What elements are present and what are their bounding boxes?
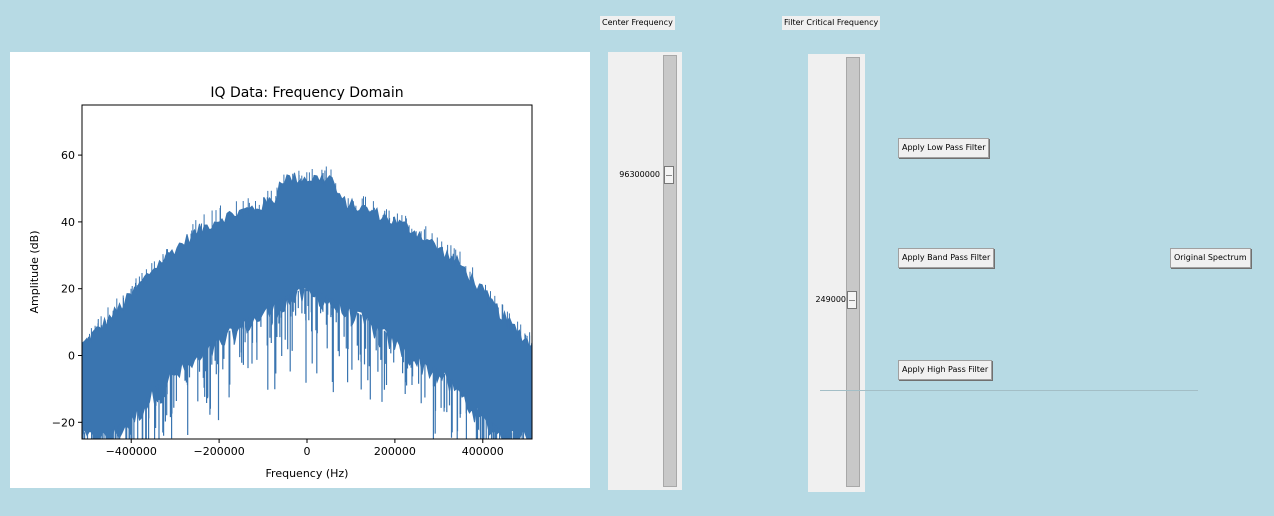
filter-critical-frequency-slider[interactable]: 249000 — [808, 54, 865, 492]
filter-critical-frequency-value: 249000 — [815, 294, 846, 304]
center-frequency-slider[interactable]: 96300000 — [608, 52, 682, 490]
y-tick-label: 40 — [61, 216, 75, 229]
y-axis-label: Amplitude (dB) — [28, 231, 41, 314]
center-frequency-slider-thumb[interactable] — [664, 166, 674, 185]
x-tick-label: −200000 — [194, 445, 245, 458]
apply-low-pass-filter-button[interactable]: Apply Low Pass Filter — [898, 138, 990, 158]
spectrum-series-peaks — [88, 166, 533, 352]
apply-high-pass-filter-button[interactable]: Apply High Pass Filter — [898, 360, 993, 380]
apply-band-pass-filter-button[interactable]: Apply Band Pass Filter — [898, 248, 995, 268]
center-frequency-value: 96300000 — [619, 170, 660, 180]
divider-line — [820, 390, 1198, 391]
y-tick-label: 60 — [61, 149, 75, 162]
filter-critical-frequency-label: Filter Critical Frequency — [782, 16, 881, 30]
original-spectrum-button[interactable]: Original Spectrum — [1170, 248, 1251, 268]
x-tick-label: −400000 — [106, 445, 157, 458]
x-axis-label: Frequency (Hz) — [266, 467, 349, 480]
y-tick-label: −20 — [52, 416, 75, 429]
center-frequency-slider-trough[interactable] — [663, 55, 677, 487]
spectrum-plot-panel: −400000 −200000 0 200000 400000 −20 0 20 40 60 I… — [10, 52, 590, 488]
center-frequency-label: Center Frequency — [600, 16, 675, 30]
spectrum-chart: −400000 −200000 0 200000 400000 −20 0 20 40 60 I… — [28, 85, 533, 480]
x-tick-label: 200000 — [374, 445, 416, 458]
chart-data-layer — [81, 166, 533, 440]
spectrum-series-spikes — [82, 288, 525, 439]
y-tick-label: 0 — [68, 350, 75, 363]
x-tick-label: 0 — [304, 445, 311, 458]
x-axis-ticks: −400000 −200000 0 200000 400000 — [106, 439, 504, 458]
x-tick-label: 400000 — [462, 445, 504, 458]
filter-critical-frequency-slider-trough[interactable] — [846, 57, 860, 487]
y-tick-label: 20 — [61, 283, 75, 296]
filter-critical-frequency-slider-thumb[interactable] — [847, 290, 857, 309]
spectrum-series-fill — [81, 172, 533, 440]
y-axis-ticks: −20 0 20 40 60 — [52, 149, 82, 429]
chart-title: IQ Data: Frequency Domain — [210, 85, 403, 101]
